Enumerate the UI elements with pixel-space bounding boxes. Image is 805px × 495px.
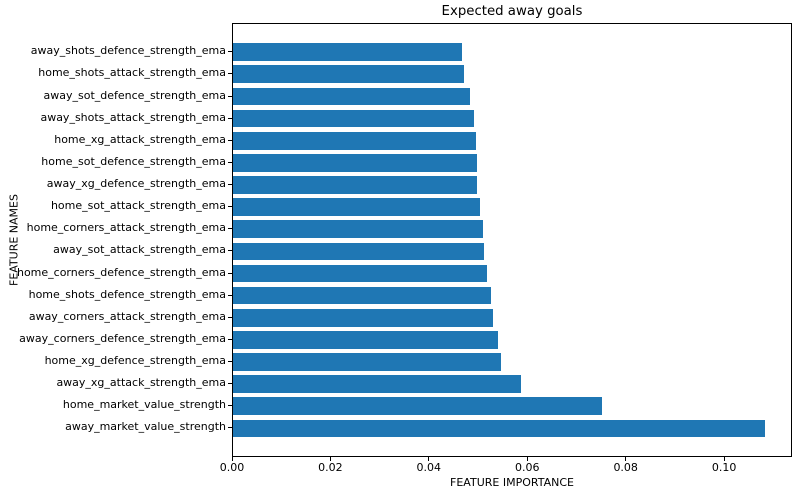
y-tick-label: home_shots_attack_strength_ema: [38, 66, 226, 80]
y-tick-mark: [228, 361, 232, 362]
y-tick-mark: [228, 338, 232, 340]
x-tick-label: 0.02: [318, 461, 343, 474]
y-tick-mark: [228, 51, 232, 53]
y-tick-mark: [228, 272, 232, 274]
y-tick-mark: [228, 316, 232, 318]
y-tick-label: away_market_value_strength: [65, 420, 226, 434]
y-tick-label: away_sot_attack_strength_ema: [53, 243, 226, 257]
y-tick-label: home_shots_defence_strength_ema: [28, 287, 226, 301]
plot-area: [232, 23, 792, 457]
y-tick-label: home_market_value_strength: [62, 398, 226, 412]
bar: [233, 176, 478, 194]
bar: [233, 43, 462, 62]
bar: [233, 198, 480, 216]
y-tick-mark: [228, 161, 232, 163]
bar: [233, 419, 765, 438]
y-tick-label: home_xg_attack_strength_ema: [54, 132, 226, 146]
x-tick-mark: [625, 457, 627, 461]
chart-title: Expected away goals: [441, 4, 583, 19]
x-tick-label: 0.00: [219, 461, 245, 474]
x-tick-label: 0.04: [416, 461, 442, 474]
x-tick-mark: [723, 457, 725, 461]
bar: [233, 65, 464, 84]
bar: [233, 153, 477, 172]
x-tick-label: 0.08: [613, 461, 638, 474]
y-tick-label: away_xg_defence_strength_ema: [46, 177, 226, 190]
x-tick-mark: [329, 457, 331, 461]
bar: [233, 331, 499, 349]
bar: [233, 242, 484, 261]
x-tick-mark: [526, 457, 528, 461]
bar: [233, 264, 487, 283]
y-tick-label: away_shots_defence_strength_ema: [30, 44, 226, 58]
y-tick-mark: [228, 73, 232, 75]
y-tick-label: home_xg_defence_strength_ema: [44, 354, 226, 367]
x-axis-label: FEATURE IMPORTANCE: [450, 476, 574, 489]
y-tick-label: away_corners_attack_strength_ema: [28, 309, 226, 323]
y-tick-label: away_corners_defence_strength_ema: [19, 331, 226, 345]
y-tick-mark: [228, 427, 232, 429]
y-tick-mark: [228, 206, 232, 208]
x-tick-mark: [428, 457, 430, 461]
y-tick-mark: [228, 383, 232, 385]
y-tick-mark: [228, 294, 232, 296]
bar: [233, 308, 494, 327]
bar: [233, 87, 470, 106]
y-tick-label: home_sot_defence_strength_ema: [41, 154, 226, 168]
y-tick-label: home_corners_defence_strength_ema: [16, 265, 226, 279]
y-tick-mark: [228, 95, 232, 97]
bar: [233, 286, 491, 305]
bar: [233, 109, 474, 128]
x-tick-label: 0.10: [711, 461, 737, 474]
x-tick-label: 0.06: [515, 461, 540, 474]
bar: [233, 131, 477, 150]
bar: [233, 220, 483, 239]
bar: [233, 375, 521, 394]
y-tick-label: away_xg_attack_strength_ema: [56, 376, 226, 390]
y-tick-label: away_shots_attack_strength_ema: [40, 110, 226, 124]
y-tick-mark: [228, 117, 232, 119]
bar: [233, 353, 502, 371]
bar: [233, 397, 603, 416]
y-tick-mark: [228, 184, 232, 185]
y-tick-mark: [228, 405, 232, 407]
y-tick-mark: [228, 228, 232, 230]
y-tick-label: home_corners_attack_strength_ema: [26, 221, 226, 235]
y-tick-mark: [228, 250, 232, 252]
y-tick-label: home_sot_attack_strength_ema: [50, 199, 226, 213]
y-tick-label: away_sot_defence_strength_ema: [43, 88, 227, 102]
x-tick-mark: [231, 457, 233, 461]
y-tick-mark: [228, 139, 232, 141]
